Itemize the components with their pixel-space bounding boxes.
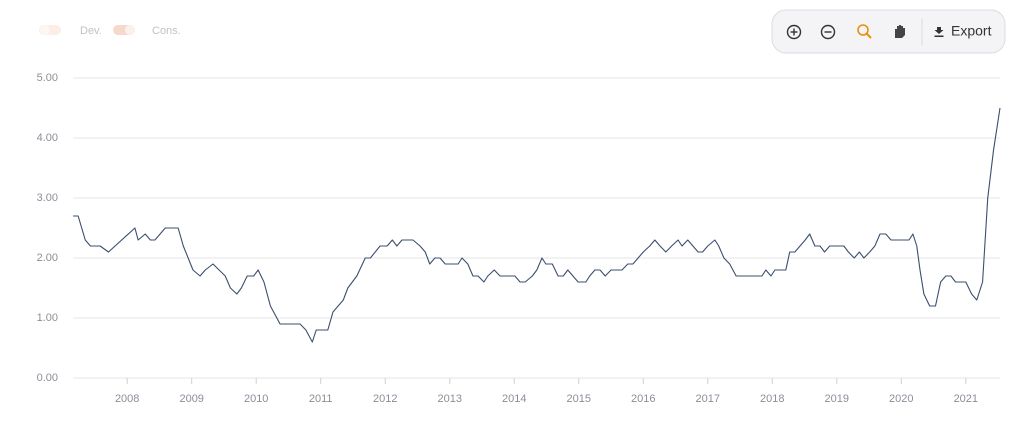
y-tick-label: 2.00: [37, 252, 58, 264]
y-tick-label: 5.00: [37, 72, 58, 84]
legend: Dev. Cons.: [39, 25, 181, 37]
x-tick-label: 2012: [373, 393, 397, 405]
toolbar-box: [771, 9, 1006, 54]
export-label[interactable]: Export: [951, 23, 992, 39]
plot-area: 0.00 1.00 2.00 3.00 4.00 5.00 2008 2009 2010 2011…: [37, 72, 1001, 405]
x-tick-label: 2008: [115, 393, 139, 405]
x-tick-label: 2016: [631, 393, 655, 405]
y-tick-label: 0.00: [37, 372, 58, 384]
x-tick-label: 2013: [437, 393, 461, 405]
x-tick-label: 2017: [696, 393, 720, 405]
y-tick-label: 1.00: [37, 312, 58, 324]
x-tick-label: 2014: [502, 393, 526, 405]
zoom-out-button[interactable]: [820, 24, 836, 40]
export-button[interactable]: Export: [934, 23, 992, 39]
toggle-knob: [40, 25, 50, 35]
x-tick-label: 2020: [889, 393, 913, 405]
zoom-in-button[interactable]: [786, 24, 802, 40]
x-tick-label: 2010: [244, 393, 268, 405]
legend-label[interactable]: Cons.: [152, 25, 181, 37]
y-tick-label: 3.00: [37, 192, 58, 204]
data-line: [73, 107, 1001, 343]
y-tick-label: 4.00: [37, 132, 58, 144]
x-tick-label: 2019: [825, 393, 849, 405]
x-tick-label: 2015: [567, 393, 591, 405]
x-tick-label: 2018: [760, 393, 784, 405]
toolbar: Export: [771, 9, 1006, 54]
x-tick-label: 2011: [309, 393, 333, 405]
x-tick-label: 2021: [954, 393, 978, 405]
toggle-knob: [125, 25, 135, 35]
pan-button[interactable]: [895, 25, 905, 38]
x-tick-label: 2009: [179, 393, 203, 405]
selection-zoom-button[interactable]: [857, 24, 872, 39]
legend-label[interactable]: Dev.: [80, 25, 102, 37]
